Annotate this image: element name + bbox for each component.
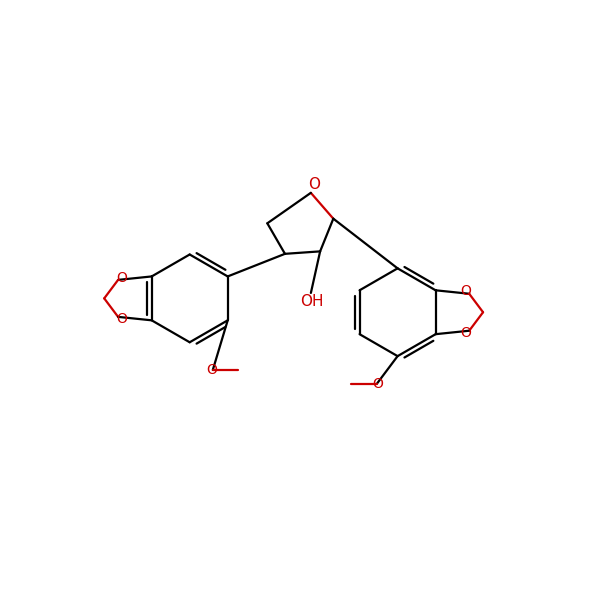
Text: OH: OH (300, 294, 323, 309)
Text: O: O (206, 364, 217, 377)
Text: O: O (116, 271, 127, 284)
Text: O: O (308, 178, 320, 193)
Text: O: O (461, 284, 472, 298)
Text: O: O (372, 377, 383, 391)
Text: O: O (116, 312, 127, 326)
Text: O: O (461, 326, 472, 340)
